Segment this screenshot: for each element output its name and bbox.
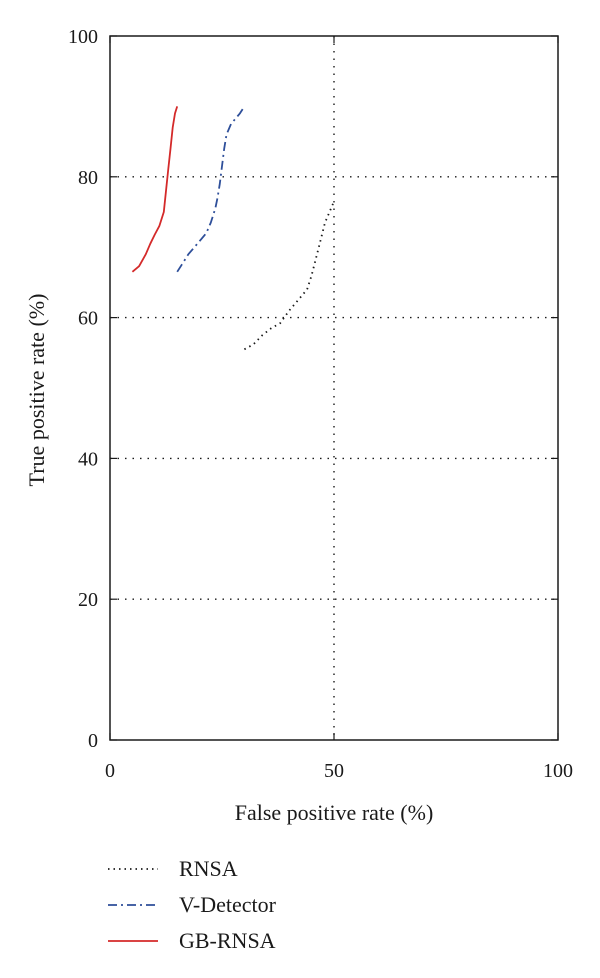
- series-line-gb-rnsa: [131, 106, 179, 273]
- y-tick-label-0: 0: [88, 730, 98, 752]
- x-tick-label-50: 50: [324, 760, 344, 782]
- legend: RNSA V-Detector GB-RNSA: [108, 856, 277, 953]
- axis-ticks: 0 20 40 60 80 100 0 50 100: [68, 26, 573, 782]
- legend-label-v-detector: V-Detector: [179, 892, 277, 917]
- legend-label-rnsa: RNSA: [179, 856, 238, 881]
- y-tick-label-100: 100: [68, 26, 98, 48]
- y-axis-label: True positive rate (%): [24, 294, 49, 487]
- series-line-rnsa: [243, 201, 335, 351]
- data-series: [131, 105, 335, 351]
- y-tick-label-40: 40: [78, 448, 98, 470]
- x-axis-label: False positive rate (%): [235, 800, 434, 825]
- y-tick-label-20: 20: [78, 589, 98, 611]
- series-line-v-detector: [176, 105, 246, 273]
- grid-lines: [110, 36, 558, 740]
- x-tick-label-100: 100: [543, 760, 573, 782]
- y-tick-label-60: 60: [78, 308, 98, 330]
- y-tick-label-80: 80: [78, 167, 98, 189]
- legend-label-gb-rnsa: GB-RNSA: [179, 928, 276, 953]
- x-tick-label-0: 0: [105, 760, 115, 782]
